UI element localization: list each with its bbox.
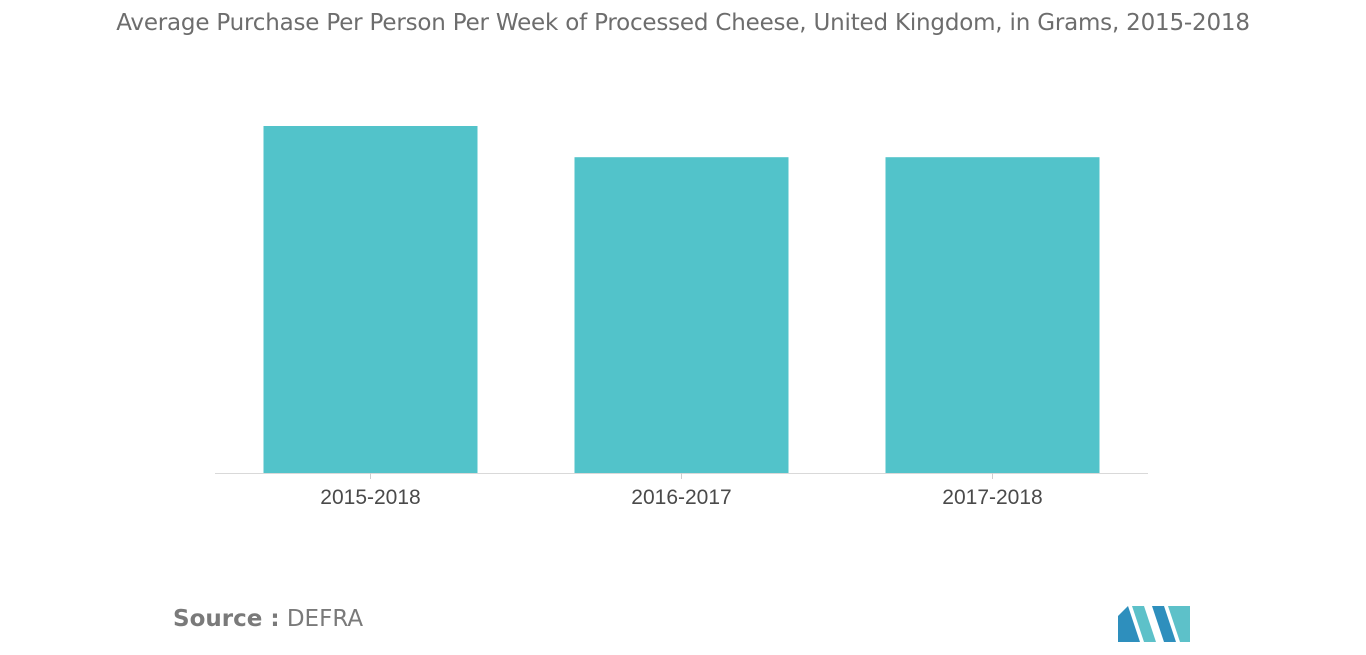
bar-2016-2017 <box>574 157 789 473</box>
source-note: Source : DEFRA <box>173 606 363 632</box>
source-label: Source : <box>173 606 280 632</box>
x-tick-labels-group: 2015-2018 2016-2017 2017-2018 <box>320 486 1042 509</box>
bar-2015-2018 <box>263 126 478 473</box>
x-tick-label: 2017-2018 <box>942 486 1042 509</box>
bar-2017-2018 <box>885 157 1100 473</box>
company-logo-icon <box>1118 606 1190 642</box>
bars-group <box>263 126 1100 473</box>
x-tick-label: 2016-2017 <box>631 486 731 509</box>
x-tick-label: 2015-2018 <box>320 486 420 509</box>
chart-title: Average Purchase Per Person Per Week of … <box>116 10 1250 36</box>
x-ticks-group <box>370 473 993 479</box>
source-value: DEFRA <box>286 606 364 632</box>
